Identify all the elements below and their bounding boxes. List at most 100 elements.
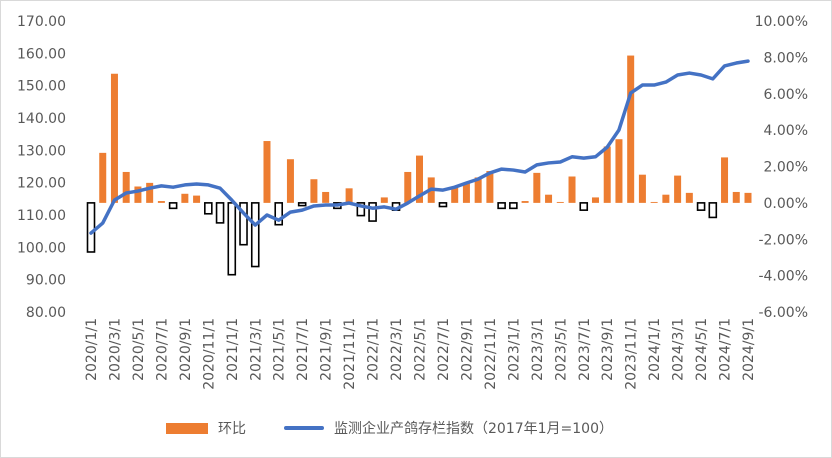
bar [157, 201, 165, 203]
left-tick-label: 140.00 [17, 111, 66, 127]
index-line [89, 59, 750, 235]
bar [533, 172, 541, 203]
x-tick-label: 2020/5/1 [131, 318, 147, 381]
x-tick-label: 2020/9/1 [178, 318, 194, 381]
bar [227, 202, 237, 276]
bar [545, 194, 553, 203]
x-tick-label: 2023/5/1 [553, 318, 569, 381]
x-tick-label: 2023/11/1 [624, 318, 640, 390]
bar [732, 191, 740, 203]
right-axis: -6.00% -4.00% -2.00% 0.00% 2.00% 4.00% 6.00% 8.… [755, 14, 808, 321]
bar [286, 159, 294, 203]
bar [497, 202, 506, 210]
x-tick-label: 2021/1/1 [225, 318, 241, 381]
left-tick-label: 90.00 [26, 273, 66, 289]
bar [380, 197, 388, 203]
x-tick-label: 2023/9/1 [600, 318, 616, 381]
x-tick-label: 2020/1/1 [84, 318, 100, 381]
bar [438, 202, 448, 208]
bar [568, 176, 576, 203]
left-tick-label: 100.00 [17, 240, 66, 256]
left-tick-label: 130.00 [17, 143, 66, 159]
left-tick-label: 170.00 [17, 14, 66, 30]
bar [297, 202, 307, 207]
legend: 环比 监测企业产鸽存栏指数（2017年1月=100） [166, 418, 651, 438]
legend-label-line: 监测企业产鸽存栏指数（2017年1月=100） [334, 421, 613, 437]
bar [556, 201, 564, 203]
x-axis: 2020/1/1 2020/3/1 2020/5/1 2020/7/1 2020/9/1… [84, 318, 757, 390]
x-tick-label: 2023/3/1 [530, 318, 546, 381]
x-tick-label: 2022/1/1 [366, 318, 382, 381]
bar [451, 186, 459, 203]
bar [404, 171, 412, 203]
bar [181, 193, 189, 203]
bar [721, 157, 729, 203]
x-tick-label: 2023/1/1 [506, 318, 522, 381]
bar [193, 195, 201, 203]
right-tick-label: 10.00% [755, 14, 808, 30]
bar [99, 152, 107, 203]
x-tick-label: 2022/3/1 [389, 318, 405, 381]
left-tick-label: 110.00 [17, 208, 66, 224]
x-tick-label: 2021/9/1 [319, 318, 335, 381]
x-tick-label: 2021/5/1 [272, 318, 288, 381]
bar [615, 139, 623, 203]
x-tick-label: 2020/11/1 [201, 318, 217, 390]
bar [744, 192, 752, 203]
bar [310, 179, 318, 203]
bar [521, 201, 529, 203]
bar-series [86, 55, 752, 276]
legend-label-bar: 环比 [218, 421, 246, 437]
bar [674, 175, 682, 203]
x-tick-label: 2022/7/1 [436, 318, 452, 381]
x-tick-label: 2024/5/1 [694, 318, 710, 381]
left-tick-label: 150.00 [17, 79, 66, 95]
left-axis: 80.00 90.00 100.00 110.00 120.00 130.00 140.00… [17, 14, 66, 321]
right-tick-label: -4.00% [758, 269, 808, 285]
legend-item-bar: 环比 [166, 418, 246, 438]
left-tick-label: 80.00 [26, 305, 66, 321]
right-tick-label: 8.00% [764, 50, 808, 66]
bar [263, 141, 271, 203]
bar [591, 197, 599, 203]
x-tick-label: 2022/5/1 [413, 318, 429, 381]
left-tick-label: 120.00 [17, 176, 66, 192]
bar [650, 201, 658, 203]
x-tick-label: 2024/7/1 [718, 318, 734, 381]
bar [239, 202, 248, 246]
bar [603, 146, 611, 203]
bar [345, 188, 353, 203]
bar [122, 171, 130, 203]
legend-item-line: 监测企业产鸽存栏指数（2017年1月=100） [284, 418, 613, 438]
right-tick-label: 4.00% [764, 123, 808, 139]
left-tick-label: 160.00 [17, 46, 66, 62]
right-tick-label: 6.00% [764, 87, 808, 103]
bar [368, 202, 377, 222]
bar [110, 73, 118, 203]
x-tick-label: 2021/11/1 [342, 318, 358, 390]
bar [627, 55, 635, 203]
bar [708, 202, 718, 219]
bar [204, 202, 213, 215]
x-tick-label: 2024/1/1 [647, 318, 663, 381]
x-tick-label: 2024/9/1 [741, 318, 757, 381]
x-tick-label: 2024/3/1 [671, 318, 687, 381]
x-tick-label: 2021/3/1 [248, 318, 264, 381]
bar [416, 155, 423, 203]
bar [474, 177, 482, 203]
bar [579, 202, 589, 211]
legend-swatch-bar [166, 422, 208, 434]
x-tick-label: 2022/11/1 [483, 318, 499, 390]
right-tick-label: -6.00% [758, 305, 808, 321]
bar [696, 202, 706, 211]
bar [685, 192, 693, 203]
bar [356, 202, 366, 217]
bar [509, 202, 518, 210]
right-tick-label: 2.00% [764, 160, 808, 176]
x-tick-label: 2020/7/1 [154, 318, 170, 381]
x-tick-label: 2020/3/1 [107, 318, 123, 381]
bar [86, 202, 96, 253]
bar [146, 182, 154, 203]
x-tick-label: 2022/9/1 [459, 318, 475, 381]
